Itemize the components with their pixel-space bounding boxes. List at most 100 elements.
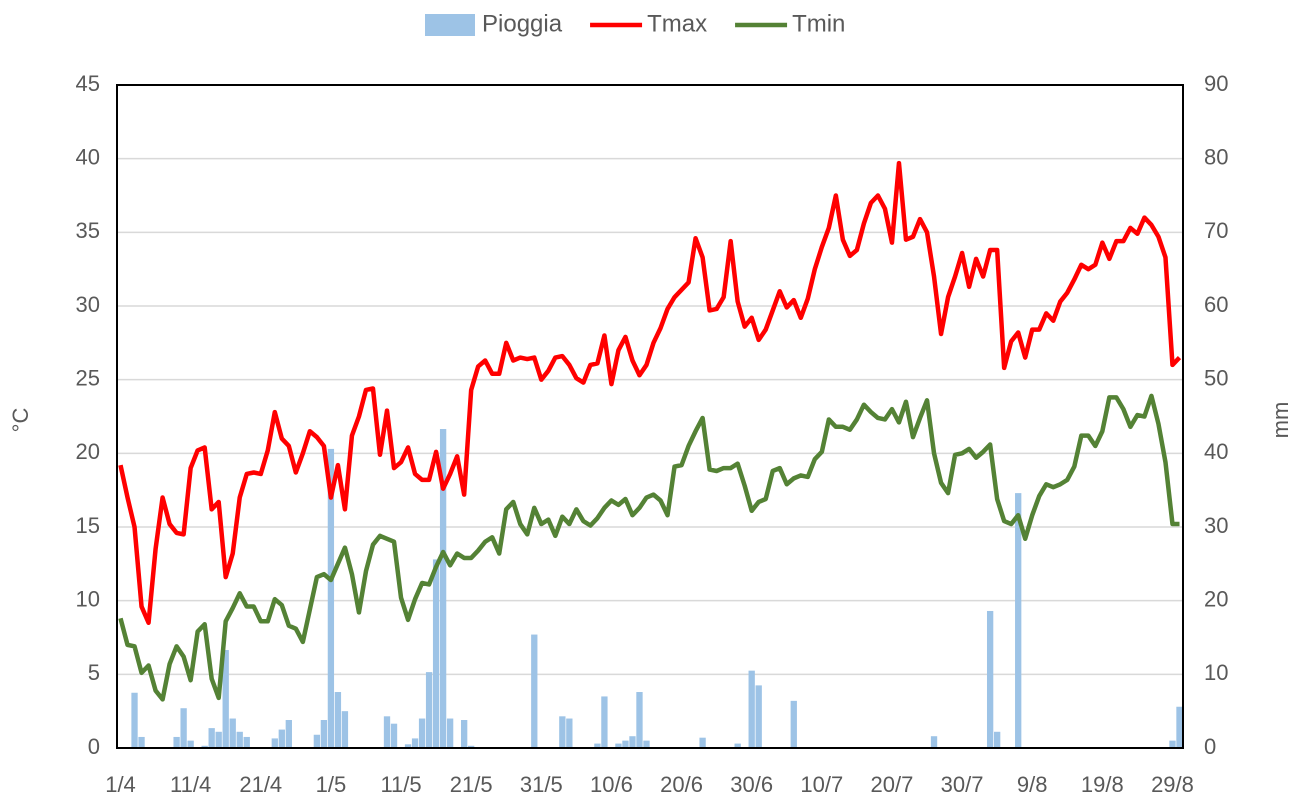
bar [229, 718, 236, 748]
bar [404, 744, 412, 748]
x-tick-label: 1/4 [105, 772, 136, 797]
plot-frame [116, 84, 1184, 749]
y2-tick-label: 50 [1204, 365, 1228, 390]
x-tick-label: 21/5 [450, 772, 493, 797]
bar [432, 559, 440, 748]
y-tick-label: 40 [76, 144, 100, 169]
bar [755, 685, 762, 748]
bar [222, 650, 229, 748]
y-tick-label: 10 [76, 586, 100, 611]
bar [138, 736, 145, 748]
bar [243, 736, 250, 748]
line [118, 160, 1182, 626]
bar [418, 718, 426, 748]
legend-label: Tmin [792, 10, 845, 37]
legend-swatch [425, 14, 475, 36]
bar [173, 736, 180, 748]
y-axis-label: °C [8, 408, 33, 433]
y2-tick-label: 90 [1204, 71, 1228, 96]
bar [236, 731, 243, 748]
x-tick-label: 10/6 [590, 772, 633, 797]
y2-axis-label: mm [1268, 402, 1293, 439]
y-tick-label: 15 [76, 513, 100, 538]
x-tick-label: 11/4 [170, 772, 211, 797]
bar [531, 634, 538, 748]
bar [986, 610, 994, 748]
bar [622, 740, 629, 748]
y2-tick-label: 0 [1204, 734, 1216, 759]
bar [566, 718, 573, 748]
y2-tick-label: 70 [1204, 218, 1228, 243]
y-tick-label: 35 [76, 218, 100, 243]
bar [180, 708, 187, 748]
bar [327, 448, 335, 748]
x-tick-label: 1/5 [316, 772, 347, 797]
legend: Pioggia Tmax Tmin [425, 10, 845, 37]
bar [993, 731, 1001, 748]
bar [790, 700, 797, 748]
bar [636, 692, 643, 748]
y-tick-label: 0 [88, 734, 100, 759]
bars [131, 429, 1183, 748]
x-tick-label: 30/7 [941, 772, 984, 797]
y2-tick-label: 60 [1204, 292, 1228, 317]
x-tick-label: 30/6 [730, 772, 773, 797]
bar [615, 743, 622, 748]
bar [699, 737, 706, 748]
bar [594, 743, 601, 748]
bar [643, 740, 650, 748]
bar [1015, 493, 1022, 748]
x-tick-label: 11/5 [380, 772, 421, 797]
x-tick-label: 10/7 [800, 772, 843, 797]
x-tick-label: 31/5 [520, 772, 563, 797]
bar [629, 736, 636, 748]
y2-tick-label: 20 [1204, 586, 1228, 611]
bar [271, 738, 278, 748]
legend-label: Pioggia [482, 10, 563, 37]
bar [930, 736, 938, 748]
y2-tick-label: 30 [1204, 513, 1228, 538]
legend-label: Tmax [647, 10, 707, 37]
bar [320, 720, 328, 748]
y-tick-label: 25 [76, 365, 100, 390]
y2-tick-label: 80 [1204, 144, 1228, 169]
bar [201, 745, 208, 748]
bar [208, 728, 215, 748]
bar [341, 711, 349, 748]
bar [313, 734, 321, 748]
bar [446, 718, 454, 748]
bar [439, 429, 447, 748]
bar [285, 720, 292, 748]
bar [1176, 706, 1183, 748]
line [118, 393, 1180, 702]
y-tick-label: 30 [76, 292, 100, 317]
x-tick-label: 20/6 [660, 772, 703, 797]
y-tick-label: 45 [76, 71, 100, 96]
x-tick-label: 19/8 [1081, 772, 1124, 797]
labels: 0 5 10 15 20 25 30 35 40 45 0 10 20 30 40 50 60 70 80 90 1/4… [76, 71, 1229, 797]
bar [278, 729, 285, 748]
lines [118, 160, 1182, 702]
bar [390, 723, 398, 748]
bar [468, 745, 475, 748]
bar [748, 670, 755, 748]
bar [734, 743, 741, 748]
bar [559, 716, 566, 748]
x-tick-label: 21/4 [239, 772, 282, 797]
bar [601, 696, 608, 748]
x-tick-label: 9/8 [1017, 772, 1048, 797]
y-tick-label: 20 [76, 439, 100, 464]
bar [334, 692, 342, 748]
bar [215, 731, 222, 748]
bar [383, 716, 391, 748]
bar [131, 692, 138, 748]
x-tick-label: 29/8 [1151, 772, 1194, 797]
y2-tick-label: 10 [1204, 660, 1228, 685]
bar [460, 720, 468, 748]
y-tick-label: 5 [88, 660, 100, 685]
bar [425, 672, 433, 748]
bar [1169, 740, 1176, 748]
bar [411, 738, 419, 748]
y2-tick-label: 40 [1204, 439, 1228, 464]
